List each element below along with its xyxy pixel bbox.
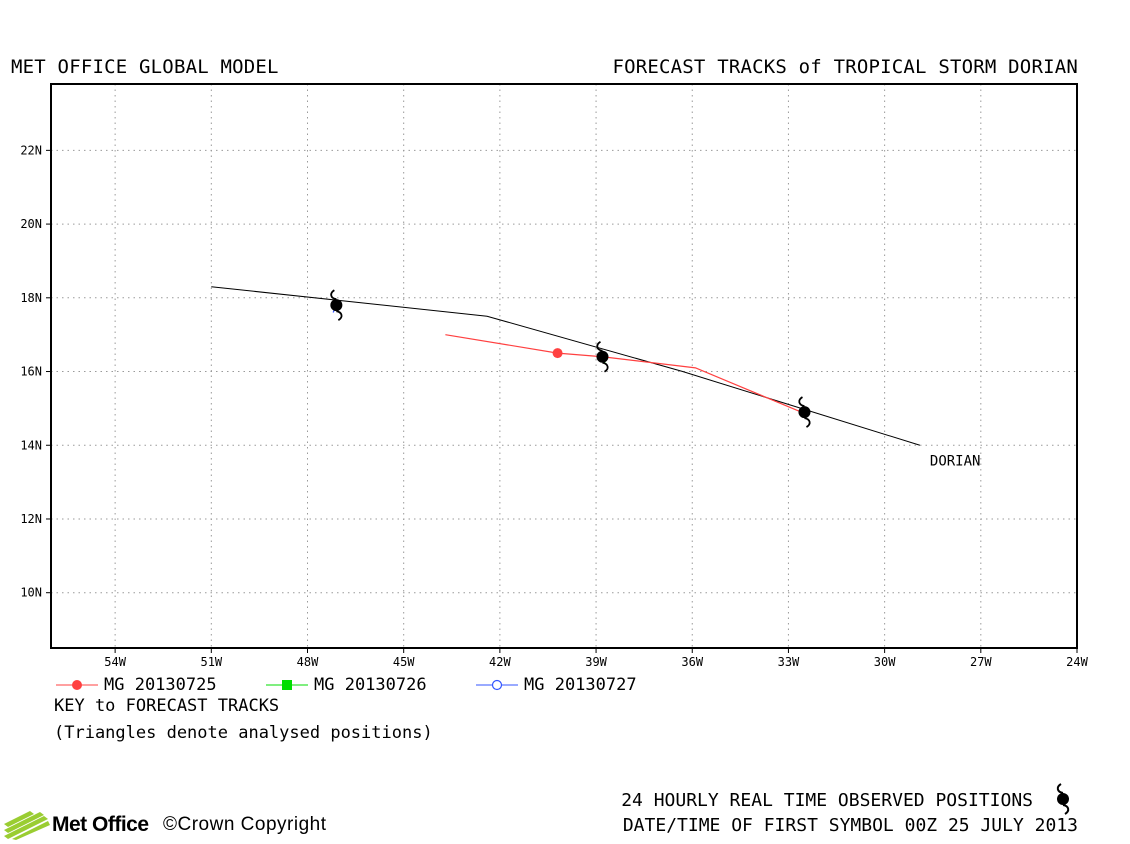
legend-label: MG 20130725 <box>104 675 217 695</box>
track-chart: 54W 51W 48W 45W 42W 39W 36W 33W 30W 27W 24W 10N 12N 1… <box>20 83 1089 669</box>
y-tick-label: 12N <box>20 512 42 526</box>
symbol-layer <box>330 289 811 428</box>
legend-marker-red-circle <box>56 680 98 690</box>
logo-text: Met Office <box>52 813 149 836</box>
forecast-track-1 <box>445 334 802 413</box>
forecast-marker <box>552 348 563 359</box>
left-title: MET OFFICE GLOBAL MODEL <box>11 56 279 78</box>
logo-stripes-icon <box>4 811 50 840</box>
x-tick-label: 48W <box>297 655 319 669</box>
storm-symbol-arm <box>596 341 603 352</box>
storm-symbol <box>798 396 811 428</box>
x-tick-label: 39W <box>585 655 607 669</box>
legend-note: (Triangles denote analysed positions) <box>54 723 433 743</box>
storm-symbol-arm <box>336 310 343 321</box>
tick-layer: 54W 51W 48W 45W 42W 39W 36W 33W 30W 27W 24W 10N 12N 1… <box>20 143 1088 669</box>
observed-track-line <box>211 286 921 446</box>
legend-marker-green-square <box>266 680 308 690</box>
legend-label: MG 20130727 <box>524 675 637 695</box>
x-tick-label: 36W <box>681 655 703 669</box>
y-tick-label: 20N <box>20 217 42 231</box>
marker-layer <box>552 348 563 359</box>
storm-symbol-eye <box>330 299 343 312</box>
track-layer <box>211 286 921 446</box>
storm-symbol <box>596 341 609 373</box>
storm-label: DORIAN <box>930 453 981 469</box>
legend-label: MG 20130726 <box>314 675 427 695</box>
y-tick-label: 14N <box>20 438 42 452</box>
copyright-text: ©Crown Copyright <box>163 814 327 835</box>
storm-symbol-eye <box>596 350 609 363</box>
x-tick-label: 54W <box>104 655 126 669</box>
plot-frame <box>50 83 1078 649</box>
y-tick-label: 22N <box>20 143 42 157</box>
legend-item-mg20130725: MG 20130725 <box>56 675 217 697</box>
observed-positions-text: 24 HOURLY REAL TIME OBSERVED POSITIONS <box>621 790 1033 811</box>
y-tick-label: 16N <box>20 365 42 379</box>
legend-key-title: KEY to FORECAST TRACKS <box>54 696 280 716</box>
grid-layer <box>51 84 1077 648</box>
storm-symbol-arm <box>330 289 337 301</box>
met-office-logo: Met Office <box>4 810 149 840</box>
storm-symbol-eye <box>798 406 811 419</box>
storm-symbol-arm <box>804 417 811 428</box>
storm-symbol <box>330 289 343 321</box>
y-tick-label: 18N <box>20 291 42 305</box>
x-tick-label: 27W <box>970 655 992 669</box>
x-tick-label: 24W <box>1066 655 1088 669</box>
x-tick-label: 51W <box>200 655 222 669</box>
storm-symbol-arm <box>798 396 805 407</box>
storm-symbol-icon <box>1056 783 1070 815</box>
x-tick-label: 42W <box>489 655 511 669</box>
chart-title: FORECAST TRACKS of TROPICAL STORM DORIAN <box>612 56 1078 78</box>
x-tick-label: 45W <box>393 655 415 669</box>
y-tick-label: 10N <box>20 586 42 600</box>
x-tick-label: 33W <box>778 655 800 669</box>
x-tick-label: 30W <box>874 655 896 669</box>
legend-item-mg20130727: MG 20130727 <box>476 675 637 697</box>
first-symbol-datetime: DATE/TIME OF FIRST SYMBOL 00Z 25 JULY 20… <box>622 815 1078 836</box>
legend-marker-blue-open-circle <box>476 679 518 691</box>
storm-symbol-arm <box>602 361 609 373</box>
legend-item-mg20130726: MG 20130726 <box>266 675 427 697</box>
